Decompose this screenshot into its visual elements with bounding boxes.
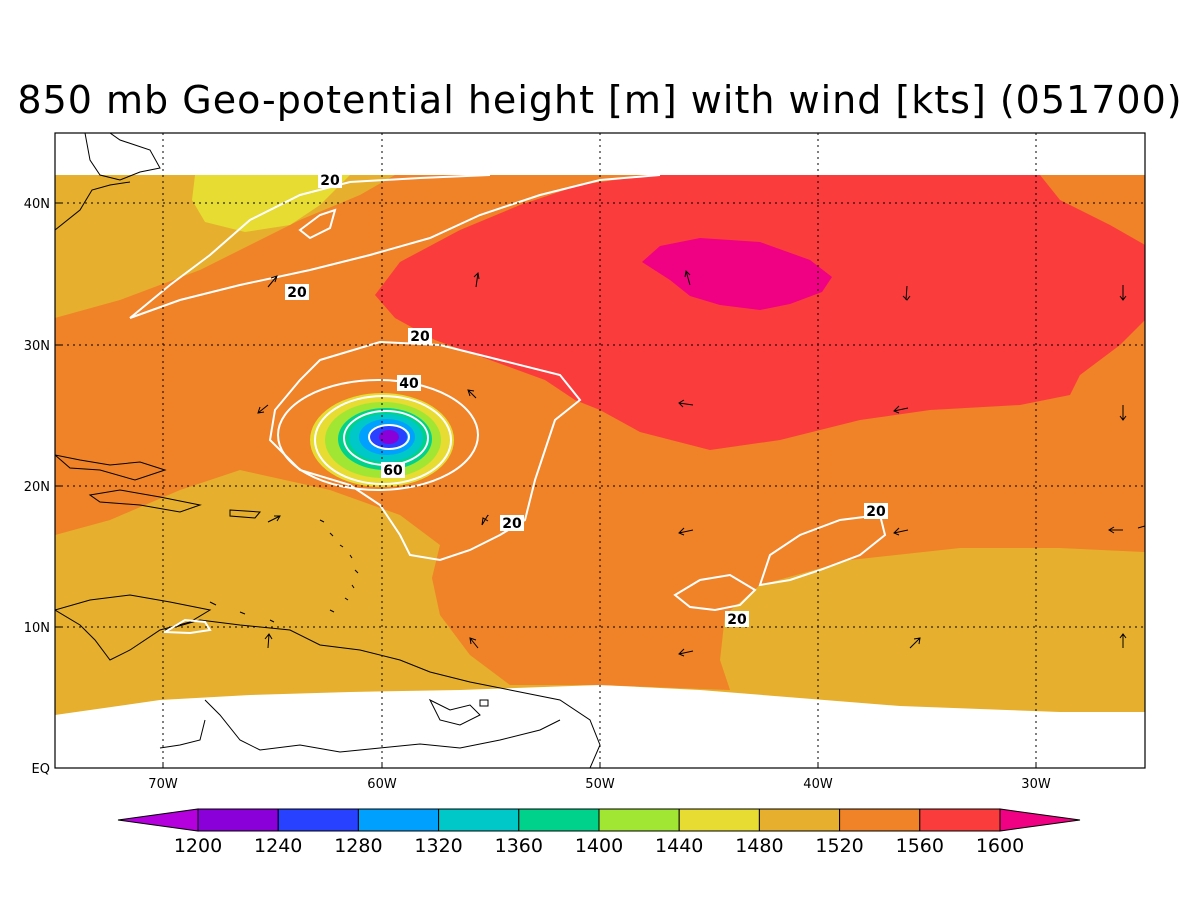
tick-marks bbox=[55, 202, 1037, 769]
y-tick-label: 40N bbox=[24, 197, 50, 212]
contour-label: 20 bbox=[320, 173, 340, 189]
colorbar-high-arrow bbox=[999, 808, 1081, 832]
colorbar-label: 1280 bbox=[334, 835, 382, 857]
x-tick-label: 40W bbox=[803, 777, 833, 792]
colorbar-label: 1520 bbox=[815, 835, 863, 857]
wind-vectors bbox=[257, 269, 1145, 657]
colorbar-label: 1240 bbox=[254, 835, 302, 857]
colorbar-label: 1560 bbox=[896, 835, 944, 857]
height-field-high bbox=[642, 238, 832, 310]
colorbar-label: 1400 bbox=[575, 835, 623, 857]
colorbar-label: 1480 bbox=[735, 835, 783, 857]
x-tick-label: 60W bbox=[367, 777, 397, 792]
colorbar-labels: 1200 1240 1280 1320 1360 1400 1440 1480 1520 1560… bbox=[174, 835, 1024, 857]
contour-label: 20 bbox=[866, 504, 886, 520]
caribbean-islands bbox=[209, 519, 489, 707]
colorbar-swatch bbox=[678, 808, 760, 832]
y-tick-label: 10N bbox=[24, 621, 50, 636]
contour-label: 20 bbox=[727, 612, 747, 628]
x-tick-label: 70W bbox=[148, 777, 178, 792]
colorbar-swatch bbox=[197, 808, 279, 832]
x-axis-labels: 70W 60W 50W 40W 30W bbox=[148, 777, 1051, 792]
contour-label: 60 bbox=[383, 463, 403, 479]
y-axis-labels: 40N 30N 20N 10N EQ bbox=[24, 197, 50, 777]
colorbar-swatch bbox=[758, 808, 841, 832]
colorbar-low-arrow bbox=[117, 808, 199, 832]
wind-contours bbox=[129, 174, 887, 635]
contour-label: 20 bbox=[410, 329, 430, 345]
contour-label: 20 bbox=[502, 516, 522, 532]
colorbar-label: 1440 bbox=[655, 835, 703, 857]
map-title: 850 mb Geo-potential height [m] with win… bbox=[17, 78, 1183, 122]
map-plot-area bbox=[55, 133, 1145, 768]
y-tick-label: EQ bbox=[32, 762, 50, 777]
colorbar-swatch bbox=[518, 808, 600, 832]
colorbar-swatch bbox=[438, 808, 520, 832]
x-tick-label: 50W bbox=[585, 777, 615, 792]
y-tick-label: 20N bbox=[24, 480, 50, 495]
colorbar-label: 1360 bbox=[495, 835, 543, 857]
contour-labels: 20 20 20 40 60 20 20 20 bbox=[285, 172, 888, 628]
colorbar bbox=[117, 808, 1081, 832]
graticule bbox=[55, 133, 1145, 768]
contour-label: 20 bbox=[287, 285, 307, 301]
colorbar-swatch bbox=[277, 808, 359, 832]
colorbar-swatch bbox=[357, 808, 440, 832]
y-tick-label: 30N bbox=[24, 339, 50, 354]
colorbar-label: 1320 bbox=[414, 835, 462, 857]
colorbar-swatch bbox=[919, 808, 1001, 832]
colorbar-swatch bbox=[839, 808, 921, 832]
colorbar-label: 1200 bbox=[174, 835, 222, 857]
colorbar-swatch bbox=[598, 808, 680, 832]
contour-label: 40 bbox=[399, 376, 419, 392]
x-tick-label: 30W bbox=[1021, 777, 1051, 792]
colorbar-label: 1600 bbox=[976, 835, 1024, 857]
height-field-1600 bbox=[375, 175, 1145, 450]
